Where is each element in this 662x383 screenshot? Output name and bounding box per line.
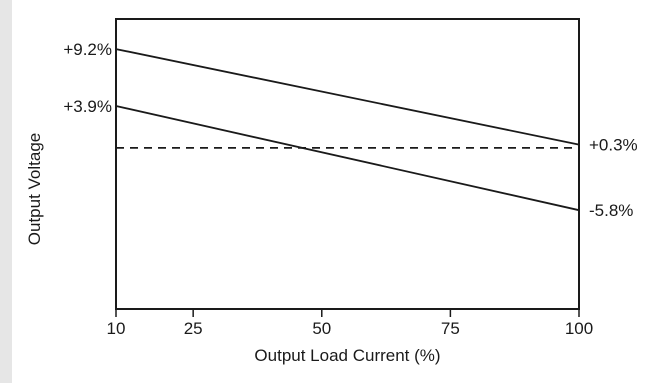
x-tick-label: 10 <box>107 319 126 338</box>
x-tick-label: 25 <box>184 319 203 338</box>
series-group <box>115 48 580 212</box>
x-tick-label: 75 <box>441 319 460 338</box>
page-edge-strip <box>0 0 12 383</box>
end-value-label: +0.3% <box>589 136 638 155</box>
end-value-label: -5.8% <box>589 201 633 220</box>
y-axis-label: Output Voltage <box>25 133 44 245</box>
data-labels: +9.2% +0.3% +3.9% -5.8% <box>63 40 637 220</box>
plot-frame <box>115 18 580 310</box>
x-axis-label: Output Load Current (%) <box>254 346 440 365</box>
x-ticks: 10 25 50 75 100 <box>107 309 593 338</box>
start-value-label: +3.9% <box>63 97 112 116</box>
series-line-2 <box>115 105 580 212</box>
x-tick-label: 100 <box>565 319 593 338</box>
x-tick-label: 50 <box>312 319 331 338</box>
start-value-label: +9.2% <box>63 40 112 59</box>
series-line-1 <box>115 48 580 146</box>
